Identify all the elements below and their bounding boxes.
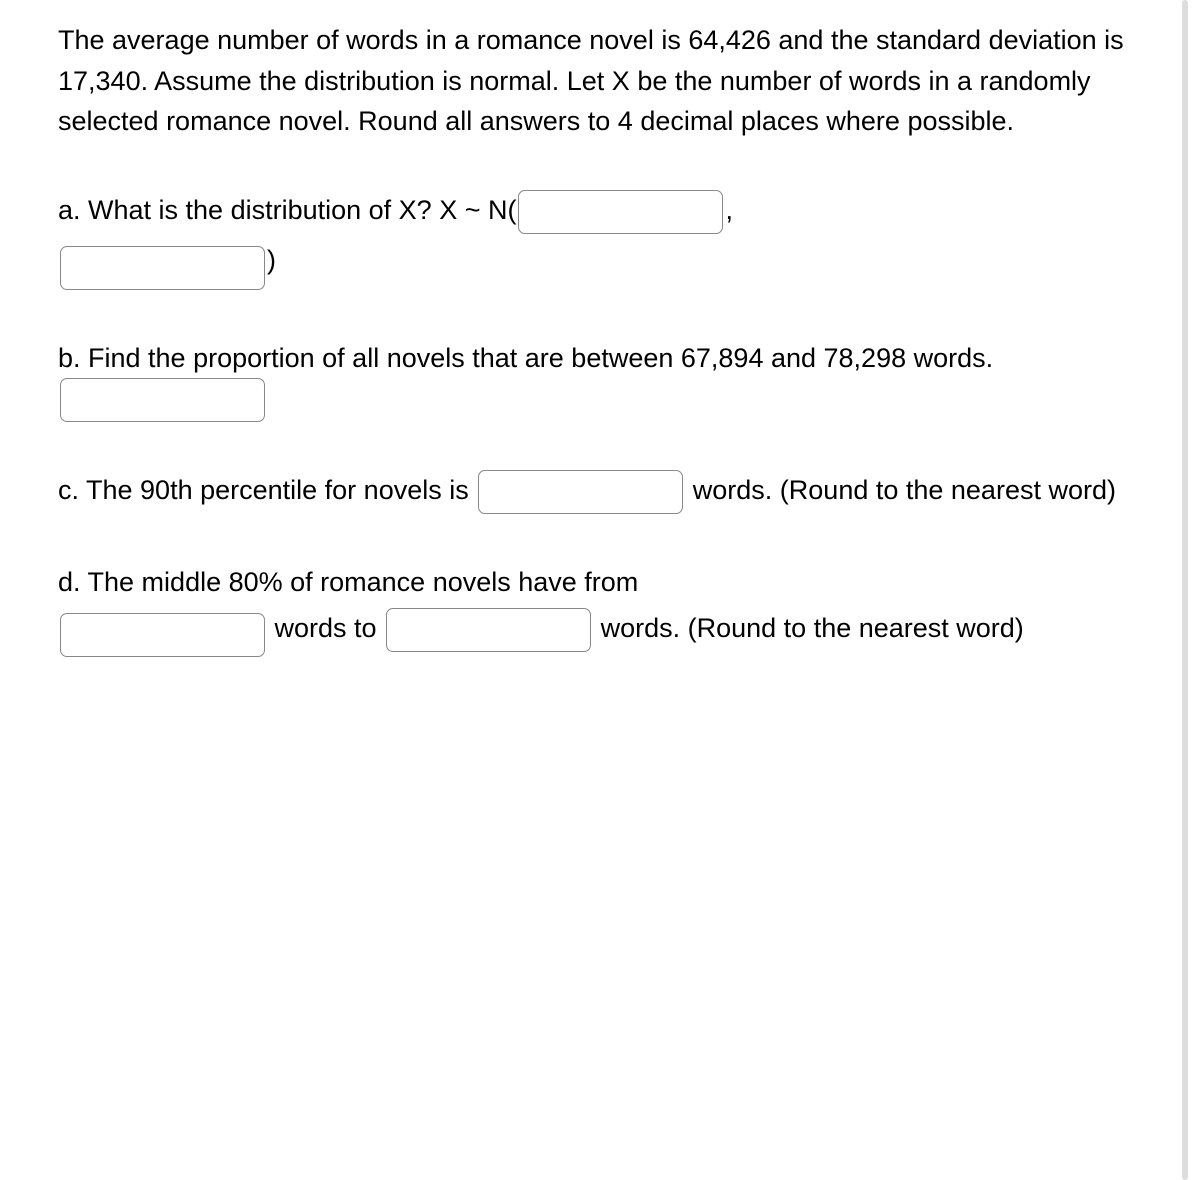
question-b: b. Find the proportion of all novels tha…	[58, 338, 1143, 423]
question-a-separator: ,	[725, 195, 733, 225]
question-c-prefix: c. The 90th percentile for novels is	[58, 475, 469, 505]
question-d-middle: words to	[275, 613, 377, 643]
question-a-prefix: a. What is the distribution of X? X ~ N(	[58, 195, 516, 225]
question-d-prefix: d. The middle 80% of romance novels have…	[58, 567, 638, 597]
question-a: a. What is the distribution of X? X ~ N(…	[58, 190, 1143, 290]
question-c: c. The 90th percentile for novels is wor…	[58, 470, 1143, 514]
question-a-suffix: )	[267, 245, 276, 275]
question-c-input[interactable]	[478, 470, 683, 514]
intro-text: The average number of words in a romance…	[58, 25, 1124, 136]
question-d-input-lower[interactable]	[60, 613, 265, 657]
question-c-suffix: words. (Round to the nearest word)	[693, 475, 1116, 505]
scrollbar[interactable]	[1182, 0, 1188, 1180]
question-d-input-upper[interactable]	[386, 608, 591, 652]
question-b-input[interactable]	[60, 378, 265, 422]
question-a-input-sd[interactable]	[60, 246, 265, 290]
question-d-suffix: words. (Round to the nearest word)	[601, 613, 1024, 643]
problem-intro: The average number of words in a romance…	[58, 20, 1143, 142]
question-b-prefix: b. Find the proportion of all novels tha…	[58, 343, 993, 373]
question-a-input-mean[interactable]	[518, 190, 723, 234]
problem-content: The average number of words in a romance…	[58, 20, 1143, 657]
question-d: d. The middle 80% of romance novels have…	[58, 562, 1143, 657]
